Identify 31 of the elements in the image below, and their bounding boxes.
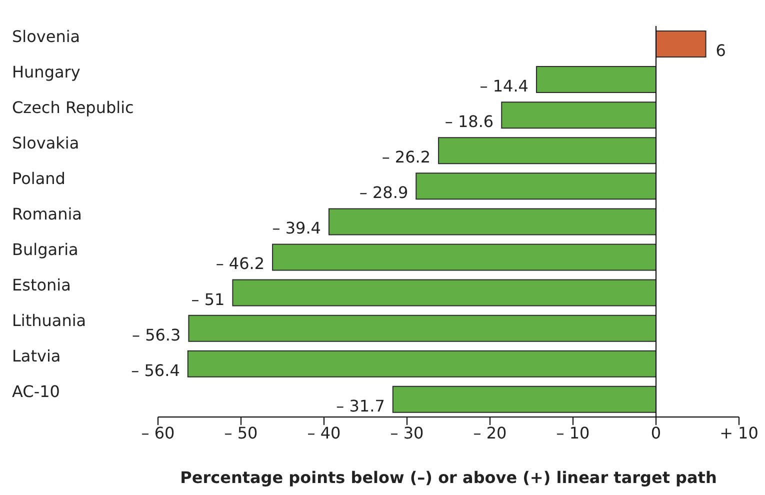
- y-tick-label: Czech Republic: [12, 98, 134, 117]
- x-tick-label: – 20: [473, 423, 507, 442]
- data-label: – 56.3: [132, 325, 181, 344]
- x-tick-label: – 10: [556, 423, 590, 442]
- y-tick-label: Slovakia: [12, 133, 80, 152]
- data-label: – 14.4: [480, 76, 528, 96]
- y-tick-label: Lithuania: [12, 311, 86, 330]
- y-tick-label: Hungary: [12, 62, 80, 82]
- y-tick-label: Poland: [12, 168, 66, 188]
- x-tick-label: + 10: [720, 423, 758, 442]
- x-tick-label: – 30: [390, 423, 424, 442]
- y-tick-label: Bulgaria: [12, 240, 78, 260]
- y-tick-label: Romania: [12, 204, 82, 224]
- data-label: – 46.2: [216, 254, 265, 274]
- data-label: – 56.4: [131, 360, 180, 380]
- y-tick-label: AC-10: [12, 382, 60, 402]
- x-axis-title: Percentage points below (–) or above (+) linear target path: [180, 468, 717, 487]
- data-label: – 51: [191, 290, 225, 309]
- x-tick-label: – 60: [141, 423, 175, 442]
- y-tick-label: Latvia: [12, 346, 61, 366]
- data-label: – 18.6: [444, 112, 494, 132]
- data-label: – 39.4: [272, 218, 321, 238]
- x-tick-label: 0: [650, 423, 662, 442]
- data-label: 6: [716, 40, 726, 60]
- x-tick-label: – 40: [307, 423, 341, 442]
- y-tick-label: Slovenia: [12, 26, 80, 46]
- x-tick-label: – 50: [224, 423, 258, 442]
- data-label: – 31.7: [336, 396, 385, 416]
- data-label: – 28.9: [359, 183, 408, 202]
- y-tick-label: Estonia: [12, 276, 71, 295]
- data-label: – 26.2: [382, 148, 431, 167]
